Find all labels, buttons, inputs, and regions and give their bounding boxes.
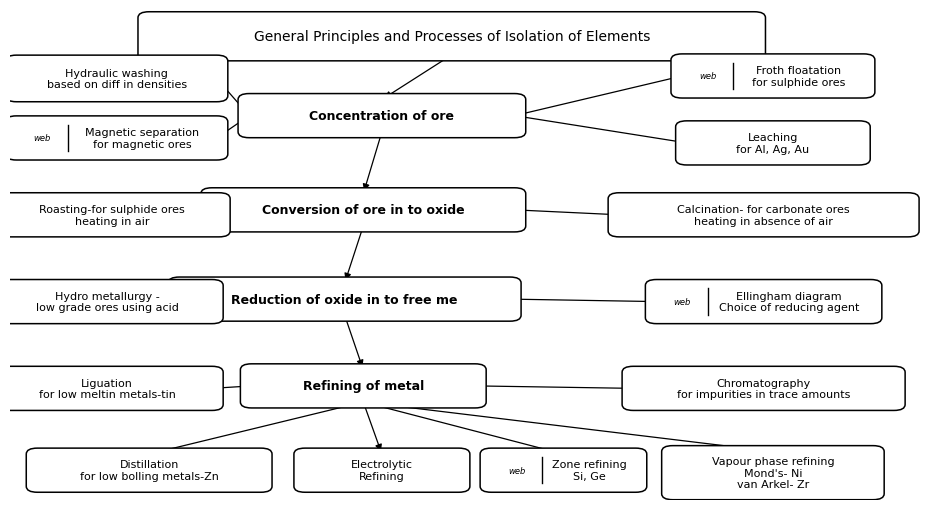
Text: Hydraulic washing
based on diff in densities: Hydraulic washing based on diff in densi…: [47, 69, 186, 90]
Text: Leaching
for Al, Ag, Au: Leaching for Al, Ag, Au: [736, 133, 809, 155]
Text: web: web: [674, 297, 691, 307]
Text: web: web: [699, 72, 716, 81]
FancyBboxPatch shape: [294, 448, 470, 492]
Text: General Principles and Processes of Isolation of Elements: General Principles and Processes of Isol…: [254, 30, 650, 44]
Text: Hydro metallurgy -
low grade ores using acid: Hydro metallurgy - low grade ores using …: [36, 291, 179, 313]
Text: Liguation
for low meltin metals-tin: Liguation for low meltin metals-tin: [39, 378, 176, 399]
Text: Magnetic separation
for magnetic ores: Magnetic separation for magnetic ores: [86, 128, 200, 149]
Text: Conversion of ore in to oxide: Conversion of ore in to oxide: [262, 204, 465, 217]
Text: Vapour phase refining
Mond's- Ni
van Arkel- Zr: Vapour phase refining Mond's- Ni van Ark…: [712, 456, 834, 489]
Text: web: web: [33, 134, 50, 143]
Text: Chromatography
for impurities in trace amounts: Chromatography for impurities in trace a…: [677, 378, 850, 399]
FancyBboxPatch shape: [6, 56, 228, 103]
Text: Froth floatation
for sulphide ores: Froth floatation for sulphide ores: [751, 66, 846, 87]
FancyBboxPatch shape: [238, 94, 525, 138]
FancyBboxPatch shape: [0, 193, 230, 237]
FancyBboxPatch shape: [661, 446, 884, 500]
FancyBboxPatch shape: [27, 448, 272, 492]
FancyBboxPatch shape: [138, 13, 766, 62]
Text: Concentration of ore: Concentration of ore: [310, 110, 454, 123]
FancyBboxPatch shape: [240, 364, 486, 408]
FancyBboxPatch shape: [6, 117, 228, 161]
Text: Reduction of oxide in to free me: Reduction of oxide in to free me: [232, 293, 458, 306]
FancyBboxPatch shape: [200, 188, 525, 232]
Text: Calcination- for carbonate ores
heating in absence of air: Calcination- for carbonate ores heating …: [677, 205, 850, 226]
FancyBboxPatch shape: [675, 122, 870, 166]
FancyBboxPatch shape: [671, 55, 875, 99]
FancyBboxPatch shape: [0, 367, 223, 411]
FancyBboxPatch shape: [645, 280, 882, 324]
Text: Refining of metal: Refining of metal: [303, 380, 424, 392]
FancyBboxPatch shape: [0, 280, 223, 324]
FancyBboxPatch shape: [480, 448, 647, 492]
FancyBboxPatch shape: [622, 367, 905, 411]
Text: Zone refining
Si, Ge: Zone refining Si, Ge: [552, 460, 626, 481]
Text: web: web: [508, 466, 525, 475]
Text: Electrolytic
Refining: Electrolytic Refining: [351, 460, 413, 481]
FancyBboxPatch shape: [608, 193, 919, 237]
Text: Roasting-for sulphide ores
heating in air: Roasting-for sulphide ores heating in ai…: [39, 205, 185, 226]
FancyBboxPatch shape: [168, 277, 522, 322]
Text: Distillation
for low bolling metals-Zn: Distillation for low bolling metals-Zn: [80, 460, 219, 481]
Text: Ellingham diagram
Choice of reducing agent: Ellingham diagram Choice of reducing age…: [719, 291, 860, 313]
